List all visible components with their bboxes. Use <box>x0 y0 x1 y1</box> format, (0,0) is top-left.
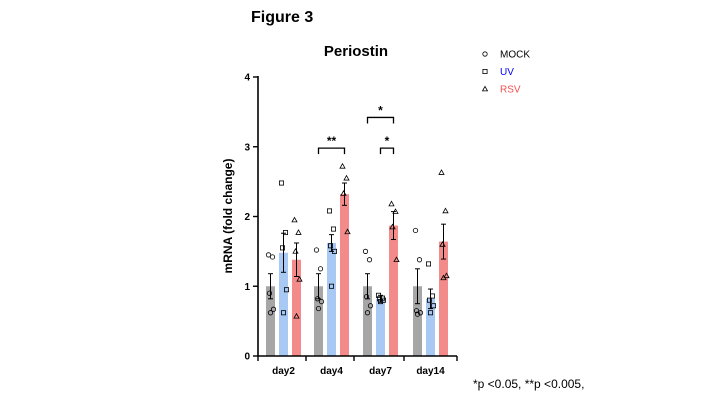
data-point-rsv-day7 <box>393 256 400 263</box>
legend-label-uv: UV <box>500 67 514 78</box>
x-tick-label: day14 <box>416 366 445 377</box>
y-tick-label: 4 <box>244 73 250 84</box>
bar-rsv-day7 <box>389 225 398 356</box>
significance-bracket <box>366 116 395 124</box>
legend-marker-uv <box>482 69 488 75</box>
data-point-uv-day7 <box>375 292 381 298</box>
data-point-mock-day4 <box>315 305 322 312</box>
data-point-uv-day14 <box>426 297 432 303</box>
data-point-rsv-day14 <box>439 240 446 247</box>
bar-uv-day7 <box>376 298 385 356</box>
points-layer <box>265 162 450 319</box>
data-point-rsv-day7 <box>389 223 396 230</box>
x-tick-label: day4 <box>320 366 343 377</box>
data-point-uv-day14 <box>427 310 433 316</box>
data-point-uv-day4 <box>327 243 333 249</box>
data-point-rsv-day14 <box>440 274 447 281</box>
data-point-uv-day7 <box>377 299 383 305</box>
bar-mock-day7 <box>363 286 372 356</box>
data-point-mock-day7 <box>362 248 369 254</box>
bar-uv-day4 <box>327 243 336 356</box>
x-tick-label: day7 <box>369 366 392 377</box>
data-point-uv-day7 <box>380 297 386 303</box>
data-point-mock-day14 <box>414 311 421 317</box>
data-point-uv-day4 <box>330 226 336 232</box>
significance-bracket <box>317 147 346 155</box>
data-point-rsv-day2 <box>293 312 300 319</box>
legend-label-rsv: RSV <box>500 85 521 96</box>
data-point-uv-day2 <box>283 287 289 293</box>
data-point-mock-day4 <box>317 266 324 272</box>
data-point-mock-day2 <box>266 290 273 296</box>
data-point-mock-day4 <box>313 247 320 253</box>
y-axis-label: mRNA (fold change) <box>221 159 235 274</box>
bar-uv-day2 <box>279 252 288 356</box>
data-point-rsv-day4 <box>344 228 351 235</box>
data-point-mock-day14 <box>416 257 423 263</box>
data-point-mock-day4 <box>318 298 325 305</box>
legend-label-mock: MOCK <box>500 50 530 61</box>
significance-label: ** <box>327 134 337 148</box>
significance-label: * <box>378 103 383 117</box>
data-point-mock-day14 <box>412 227 419 234</box>
data-point-uv-day14 <box>425 261 431 267</box>
data-point-rsv-day2 <box>295 229 302 235</box>
data-point-uv-day14 <box>430 303 436 309</box>
y-tick-label: 3 <box>244 142 250 153</box>
legend-marker-rsv <box>481 85 489 92</box>
data-point-uv-day2 <box>280 310 286 316</box>
data-point-mock-day7 <box>363 294 370 300</box>
y-tick-label: 2 <box>244 212 250 223</box>
data-point-uv-day4 <box>326 208 332 214</box>
bar-rsv-day14 <box>439 241 448 356</box>
footnote: *p <0.05, **p <0.005, <box>473 377 585 391</box>
data-point-uv-day2 <box>282 230 288 236</box>
significance-label: * <box>385 134 390 148</box>
data-point-rsv-day4 <box>340 190 347 196</box>
legend-marker-mock <box>482 51 488 57</box>
chart-title: Periostin <box>324 43 388 60</box>
data-point-rsv-day2 <box>296 275 303 282</box>
data-point-rsv-day7 <box>388 200 395 207</box>
data-point-rsv-day2 <box>292 247 299 254</box>
data-point-mock-day2 <box>269 254 276 260</box>
data-point-mock-day7 <box>367 303 374 309</box>
bar-rsv-day4 <box>340 194 349 356</box>
bar-mock-day2 <box>266 286 275 356</box>
y-tick-label: 0 <box>244 352 250 363</box>
significance-bracket <box>379 147 395 155</box>
figure-label: Figure 3 <box>251 9 314 26</box>
data-point-mock-day2 <box>265 252 272 258</box>
data-point-uv-day4 <box>328 283 334 289</box>
data-point-rsv-day2 <box>291 216 298 223</box>
legend: MOCK UV RSV <box>481 50 530 96</box>
data-point-mock-day2 <box>270 306 277 312</box>
data-point-rsv-day14 <box>438 169 445 175</box>
bar-mock-day4 <box>314 286 323 356</box>
x-tick-label: day2 <box>272 366 295 377</box>
data-point-rsv-day4 <box>343 174 350 181</box>
data-point-mock-day7 <box>366 257 373 263</box>
data-point-uv-day2 <box>278 180 284 186</box>
bar-rsv-day2 <box>292 259 301 356</box>
data-point-mock-day14 <box>413 308 420 314</box>
axes-layer: 0 1 2 3 4 day2 day4 day7 day14 <box>244 73 458 377</box>
bar-mock-day14 <box>413 286 422 356</box>
data-point-mock-day2 <box>267 310 274 316</box>
data-point-uv-day2 <box>279 245 285 251</box>
data-point-mock-day4 <box>314 296 321 302</box>
data-point-rsv-day14 <box>443 272 450 279</box>
data-point-uv-day4 <box>331 248 337 254</box>
significance-layer: **** <box>317 103 395 155</box>
data-point-mock-day14 <box>417 310 424 316</box>
data-point-rsv-day14 <box>442 207 449 214</box>
bars-layer <box>266 194 448 356</box>
bar-uv-day14 <box>426 298 435 356</box>
data-point-uv-day14 <box>429 293 435 299</box>
y-tick-label: 1 <box>244 282 250 293</box>
data-point-rsv-day7 <box>392 208 399 214</box>
data-point-mock-day7 <box>364 310 371 316</box>
data-point-rsv-day4 <box>339 162 346 169</box>
